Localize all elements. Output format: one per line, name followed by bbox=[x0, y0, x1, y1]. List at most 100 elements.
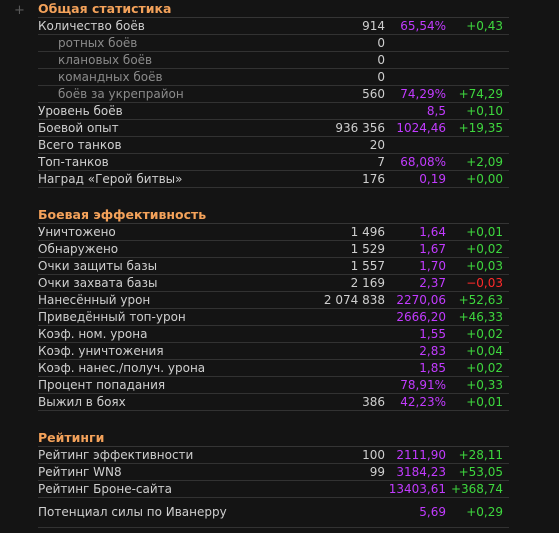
stat-delta bbox=[446, 35, 503, 51]
stat-percent: 2270,06 bbox=[396, 293, 446, 307]
stat-delta: +0,02 bbox=[466, 242, 503, 256]
stat-row: Рейтинг эффективности 100 2111,90 +28,11 bbox=[38, 447, 509, 464]
stat-percent: 5,69 bbox=[419, 505, 446, 519]
expand-icon[interactable]: + bbox=[14, 3, 25, 18]
stat-label: Приведённый топ-урон bbox=[38, 310, 186, 324]
stat-label: Обнаружено bbox=[38, 242, 119, 256]
stat-delta: +0,02 bbox=[466, 361, 503, 375]
stat-delta: +28,11 bbox=[458, 448, 503, 462]
stat-delta: +0,01 bbox=[466, 395, 503, 409]
stat-label: Очки захвата базы bbox=[38, 276, 158, 290]
section-spacer bbox=[38, 188, 509, 206]
stat-label: Нанесённый урон bbox=[38, 293, 151, 307]
stat-delta: +0,03 bbox=[466, 259, 503, 273]
stat-row: Коэф. уничтожения 2,83 +0,04 bbox=[38, 343, 509, 360]
stat-label: Выжил в боях bbox=[38, 395, 126, 409]
stat-label: Рейтинг эффективности bbox=[38, 448, 194, 462]
stat-row: Выжил в боях 386 42,23% +0,01 bbox=[38, 394, 509, 411]
stat-row: боёв за укрепрайон 560 74,29% +74,29 bbox=[38, 86, 509, 103]
stat-delta bbox=[446, 69, 503, 85]
stat-value bbox=[268, 326, 385, 342]
stat-value: 99 bbox=[369, 465, 385, 479]
stat-row: ротных боёв 0 bbox=[38, 35, 509, 52]
stat-row: Обнаружено 1 529 1,67 +0,02 bbox=[38, 241, 509, 258]
stat-row: Потенциал силы по Иванерру 5,69 +0,29 bbox=[38, 498, 509, 528]
stat-delta: +0,43 bbox=[466, 19, 503, 33]
stat-percent bbox=[385, 52, 446, 68]
stat-value: 386 bbox=[362, 395, 385, 409]
stat-row: Очки захвата базы 2 169 2,37 −0,03 bbox=[38, 275, 509, 292]
stat-percent: 1,67 bbox=[419, 242, 446, 256]
stat-delta: +52,63 bbox=[458, 293, 503, 307]
stat-delta bbox=[446, 137, 503, 153]
stat-value: 100 bbox=[362, 448, 385, 462]
stat-row: командных боёв 0 bbox=[38, 69, 509, 86]
stat-label: Наград «Герой битвы» bbox=[38, 172, 183, 186]
stat-value: 176 bbox=[362, 172, 385, 186]
stat-percent: 68,08% bbox=[400, 155, 446, 169]
stat-percent: 13403,61 bbox=[388, 482, 446, 496]
stat-delta: +0,01 bbox=[466, 225, 503, 239]
stat-percent: 74,29% bbox=[400, 87, 446, 101]
stat-value: 936 356 bbox=[335, 121, 385, 135]
section-title: Боевая эффективность bbox=[38, 206, 509, 224]
stat-row: Рейтинг Броне-сайта 13403,61 +368,74 bbox=[38, 481, 509, 498]
stat-row: Уничтожено 1 496 1,64 +0,01 bbox=[38, 224, 509, 241]
stat-percent: 78,91% bbox=[400, 378, 446, 392]
stat-delta: +0,10 bbox=[466, 104, 503, 118]
stat-percent: 1024,46 bbox=[396, 121, 446, 135]
stat-percent bbox=[385, 35, 446, 51]
stat-row: Боевой опыт 936 356 1024,46 +19,35 bbox=[38, 120, 509, 137]
stat-percent: 1,64 bbox=[419, 225, 446, 239]
stat-row: Коэф. ном. урона 1,55 +0,02 bbox=[38, 326, 509, 343]
stat-value bbox=[268, 360, 385, 376]
stat-percent: 3184,23 bbox=[396, 465, 446, 479]
section-title: Общая статистика bbox=[38, 0, 509, 18]
stat-value: 0 bbox=[377, 36, 385, 50]
stat-percent bbox=[385, 69, 446, 85]
stat-delta: +74,29 bbox=[458, 87, 503, 101]
stat-value bbox=[268, 309, 385, 325]
stat-value bbox=[268, 377, 385, 393]
stat-label: Очки защиты базы bbox=[38, 259, 158, 273]
stat-value bbox=[268, 343, 385, 359]
stat-row: Количество боёв 914 65,54% +0,43 bbox=[38, 18, 509, 35]
stat-delta bbox=[446, 52, 503, 68]
stat-value: 20 bbox=[369, 138, 385, 152]
stat-percent: 2111,90 bbox=[396, 448, 446, 462]
stat-percent: 8,5 bbox=[426, 104, 446, 118]
stat-delta: +53,05 bbox=[458, 465, 503, 479]
stat-delta: +2,09 bbox=[466, 155, 503, 169]
stat-row: Коэф. нанес./получ. урона 1,85 +0,02 bbox=[38, 360, 509, 377]
stat-label: Коэф. нанес./получ. урона bbox=[38, 361, 206, 375]
stat-row: Приведённый топ-урон 2666,20 +46,33 bbox=[38, 309, 509, 326]
stat-label: Всего танков bbox=[38, 138, 122, 152]
stat-percent bbox=[385, 137, 446, 153]
stats-panel: Общая статистика Количество боёв 914 65,54%… bbox=[38, 0, 509, 528]
section-title: Рейтинги bbox=[38, 429, 509, 447]
stat-value: 2 074 838 bbox=[323, 293, 385, 307]
stat-value: 1 529 bbox=[350, 242, 385, 256]
stat-percent: 1,55 bbox=[419, 327, 446, 341]
stat-row: Уровень боёв 8,5 +0,10 bbox=[38, 103, 509, 120]
stat-percent: 0,19 bbox=[419, 172, 446, 186]
stat-value: 914 bbox=[362, 19, 385, 33]
stat-row: Топ-танков 7 68,08% +2,09 bbox=[38, 154, 509, 171]
stat-delta: +0,33 bbox=[466, 378, 503, 392]
stat-label: ротных боёв bbox=[58, 36, 138, 50]
stat-value: 0 bbox=[377, 70, 385, 84]
stat-row: Всего танков 20 bbox=[38, 137, 509, 154]
stat-row: Очки защиты базы 1 557 1,70 +0,03 bbox=[38, 258, 509, 275]
stat-label: Потенциал силы по Иванерру bbox=[38, 506, 227, 519]
stat-label: командных боёв bbox=[58, 70, 163, 84]
stat-value: 7 bbox=[377, 155, 385, 169]
stat-value: 0 bbox=[377, 53, 385, 67]
stat-row: клановых боёв 0 bbox=[38, 52, 509, 69]
stat-label: Топ-танков bbox=[38, 155, 109, 169]
stat-delta: +0,29 bbox=[466, 505, 503, 519]
section-spacer bbox=[38, 411, 509, 429]
stat-label: Рейтинг WN8 bbox=[38, 465, 122, 479]
stat-value: 560 bbox=[362, 87, 385, 101]
stat-label: Уничтожено bbox=[38, 225, 116, 239]
stat-percent: 1,70 bbox=[419, 259, 446, 273]
